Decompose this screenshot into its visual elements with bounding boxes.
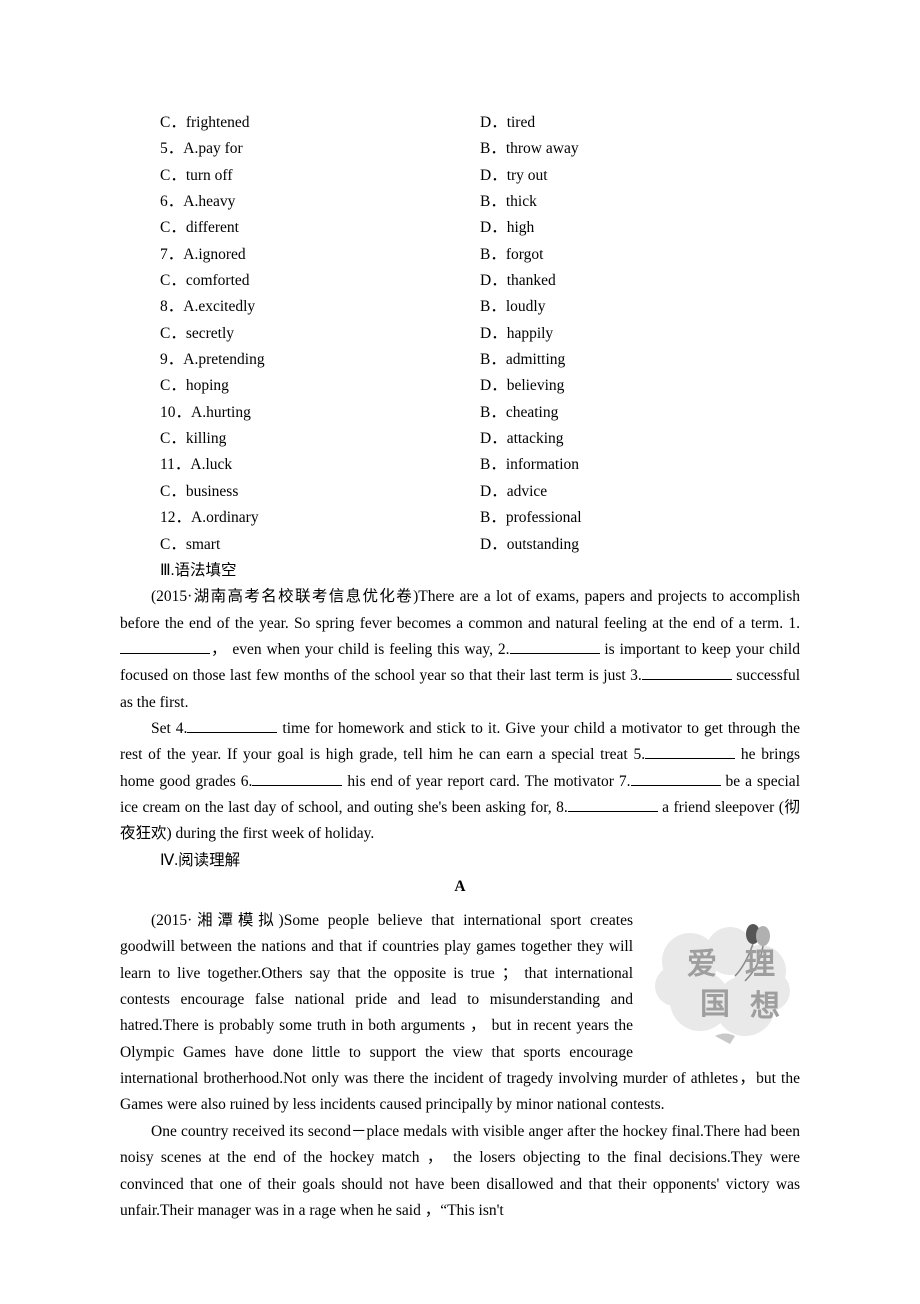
option-left: C．smart <box>160 532 480 558</box>
option-row: 9．A.pretendingB．admitting <box>160 347 800 373</box>
option-row: 10．A.hurtingB．cheating <box>160 400 800 426</box>
blank-8 <box>568 797 658 812</box>
blank-2 <box>510 639 600 654</box>
option-right: D．believing <box>480 373 800 399</box>
option-left: C．hoping <box>160 373 480 399</box>
option-row: 11．A.luckB．information <box>160 452 800 478</box>
option-row: C．differentD．high <box>160 215 800 241</box>
option-right: D．high <box>480 215 800 241</box>
option-row: C．killingD．attacking <box>160 426 800 452</box>
option-left: 6．A.heavy <box>160 189 480 215</box>
decorative-image: 爱 理 国 想 <box>645 916 800 1056</box>
option-right: B．thick <box>480 189 800 215</box>
option-right: D．advice <box>480 479 800 505</box>
option-right: D．thanked <box>480 268 800 294</box>
option-left: 5．A.pay for <box>160 136 480 162</box>
section-iii-heading: Ⅲ.语法填空 <box>160 558 800 584</box>
section-iv-heading: Ⅳ.阅读理解 <box>160 848 800 874</box>
option-left: C．frightened <box>160 110 480 136</box>
option-left: C．comforted <box>160 268 480 294</box>
option-right: B．professional <box>480 505 800 531</box>
decor-char: 爱 <box>687 948 717 981</box>
blank-4 <box>187 718 277 733</box>
option-left: 8．A.excitedly <box>160 294 480 320</box>
option-left: 11．A.luck <box>160 452 480 478</box>
option-row: C．comfortedD．thanked <box>160 268 800 294</box>
option-right: B．throw away <box>480 136 800 162</box>
spacer <box>120 900 800 908</box>
option-right: B．forgot <box>480 242 800 268</box>
text: ， even when your child is feeling this w… <box>210 641 510 658</box>
option-right: B．loudly <box>480 294 800 320</box>
option-row: C．turn offD．try out <box>160 163 800 189</box>
option-row: 7．A.ignoredB．forgot <box>160 242 800 268</box>
option-row: C．hopingD．believing <box>160 373 800 399</box>
option-left: C．secretly <box>160 321 480 347</box>
option-left: 12．A.ordinary <box>160 505 480 531</box>
decor-char: 国 <box>700 988 730 1021</box>
option-right: D．outstanding <box>480 532 800 558</box>
option-row: 6．A.heavyB．thick <box>160 189 800 215</box>
option-right: D．attacking <box>480 426 800 452</box>
blank-7 <box>631 771 721 786</box>
option-right: B．information <box>480 452 800 478</box>
watermark-icon: 爱 理 国 想 <box>645 916 800 1056</box>
options-block: C．frightenedD．tired 5．A.pay forB．throw a… <box>160 110 800 558</box>
option-left: 7．A.ignored <box>160 242 480 268</box>
option-right: D．try out <box>480 163 800 189</box>
page: C．frightenedD．tired 5．A.pay forB．throw a… <box>0 0 920 1304</box>
option-left: C．killing <box>160 426 480 452</box>
option-left: C．different <box>160 215 480 241</box>
option-right: B．cheating <box>480 400 800 426</box>
option-row: 12．A.ordinaryB．professional <box>160 505 800 531</box>
option-left: 10．A.hurting <box>160 400 480 426</box>
option-row: 8．A.excitedlyB．loudly <box>160 294 800 320</box>
option-right: B．admitting <box>480 347 800 373</box>
text: Set 4. <box>151 720 187 737</box>
grammar-paragraph-1: (2015·湖南高考名校联考信息优化卷)There are a lot of e… <box>120 584 800 716</box>
option-right: D．tired <box>480 110 800 136</box>
reading-label-a: A <box>120 874 800 900</box>
text: (2015·湖南高考名校联考信息优化卷)There are a lot of e… <box>120 588 800 631</box>
blank-1 <box>120 639 210 654</box>
option-left: C．business <box>160 479 480 505</box>
decor-char: 想 <box>750 990 780 1023</box>
text: his end of year report card. The motivat… <box>342 773 630 790</box>
option-left: C．turn off <box>160 163 480 189</box>
decor-char: 理 <box>745 948 775 981</box>
option-right: D．happily <box>480 321 800 347</box>
option-row: C．frightenedD．tired <box>160 110 800 136</box>
blank-5 <box>645 744 735 759</box>
option-row: 5．A.pay forB．throw away <box>160 136 800 162</box>
grammar-paragraph-2: Set 4. time for homework and stick to it… <box>120 716 800 848</box>
option-row: C．businessD．advice <box>160 479 800 505</box>
reading-paragraph-2: One country received its second－place me… <box>120 1119 800 1224</box>
reading-section: 爱 理 国 想 (2015·湘潭模拟)Some people believe t… <box>120 908 800 1224</box>
option-row: C．secretlyD．happily <box>160 321 800 347</box>
blank-6 <box>252 771 342 786</box>
blank-3 <box>642 665 732 680</box>
option-left: 9．A.pretending <box>160 347 480 373</box>
option-row: C．smartD．outstanding <box>160 532 800 558</box>
